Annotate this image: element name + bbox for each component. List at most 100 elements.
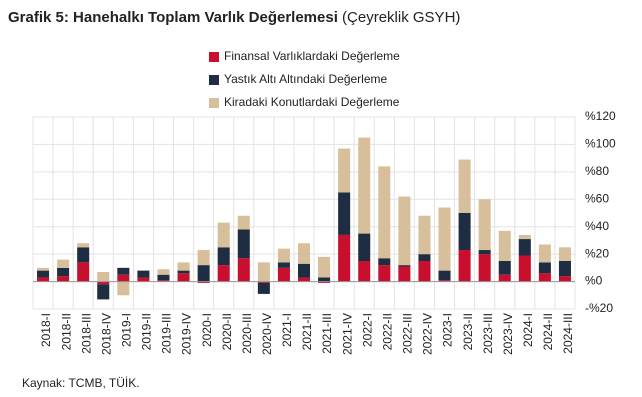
bar-segment [458, 159, 471, 213]
bar-segment [277, 262, 290, 268]
bar-segment [257, 262, 270, 282]
bar-segment [438, 270, 451, 281]
x-tick-label: 2019-IV [180, 313, 194, 355]
x-tick-label: 2019-III [160, 313, 174, 354]
bar-segment [338, 148, 351, 193]
x-tick-label: 2020-IV [260, 313, 274, 355]
x-tick-label: 2021-I [280, 313, 294, 347]
bar-segment [117, 281, 130, 296]
bar-segment [297, 263, 311, 278]
bar-segment [237, 229, 250, 259]
bar-segment [57, 276, 70, 282]
y-tick-label: -%20 [585, 301, 613, 315]
bar-segment [478, 254, 491, 282]
x-tick-label: 2019-II [140, 313, 154, 350]
bar-segment [37, 267, 50, 271]
bar-segment [57, 259, 70, 268]
bar-segment [137, 277, 150, 282]
bar-segment [57, 267, 70, 277]
x-tick-label: 2024-II [541, 313, 555, 350]
bar-segment [498, 274, 511, 282]
bar-segment [518, 239, 531, 256]
bar-segment [398, 265, 411, 267]
chart-title: Grafik 5: Hanehalkı Toplam Varlık Değerl… [8, 9, 460, 26]
bar-segment [117, 274, 130, 282]
bar-segment [237, 258, 250, 282]
bar-segment [438, 280, 451, 282]
bar-segment [157, 269, 170, 275]
legend-swatch [209, 52, 219, 62]
bar-segment [117, 267, 130, 275]
y-tick-label: %40 [585, 219, 609, 233]
bar-segment [498, 230, 511, 261]
bar-segment [518, 255, 531, 282]
bar-segment [177, 262, 190, 271]
x-tick-label: 2018-II [59, 313, 73, 350]
bar-segment [97, 271, 110, 282]
bar-segment [77, 243, 90, 248]
bar-segment [197, 281, 210, 283]
legend-swatch [209, 75, 219, 85]
bar-segment [37, 270, 50, 278]
bar-segment [318, 281, 331, 283]
bar-segment [297, 243, 311, 264]
title: Grafik 5: Hanehalkı Toplam Varlık Değerl… [8, 9, 338, 26]
legend-swatch [209, 98, 219, 108]
bar-segment [217, 247, 230, 266]
bar-segment [458, 213, 471, 251]
x-tick-label: 2023-II [461, 313, 475, 350]
bar-segment [418, 261, 431, 282]
x-tick-label: 2018-III [79, 313, 93, 354]
x-tick-label: 2020-II [220, 313, 234, 350]
y-tick-label: %60 [585, 191, 609, 205]
bar-segment [398, 266, 411, 282]
bar-segment [318, 256, 331, 278]
bar-segment [558, 276, 571, 282]
source: Kaynak: TCMB, TÜİK. [22, 376, 140, 390]
bar-segment [97, 281, 110, 285]
bar-segment [137, 270, 150, 278]
x-tick-label: 2021-II [300, 313, 314, 350]
bar-segment [378, 265, 391, 282]
bar-segment [378, 258, 391, 266]
x-tick-label: 2018-I [39, 313, 53, 347]
bar-segment [358, 137, 371, 234]
x-tick-label: 2023-I [441, 313, 455, 347]
bar-segment [338, 234, 351, 282]
bar-segment [478, 199, 491, 251]
x-tick-label: 2021-IV [340, 313, 354, 355]
x-tick-label: 2023-III [481, 313, 495, 354]
x-tick-label: 2018-IV [99, 313, 113, 355]
y-tick-label: %80 [585, 164, 609, 178]
bar-segment [177, 273, 190, 282]
bar-segment [217, 222, 230, 248]
bar-segment [197, 265, 210, 282]
x-tick-label: 2020-III [240, 313, 254, 354]
bar-segment [498, 261, 511, 275]
bar-segment [77, 262, 90, 282]
bar-segment [157, 274, 170, 281]
bar-segment [378, 166, 391, 259]
bar-segment [318, 277, 331, 282]
x-tick-label: 2021-III [320, 313, 334, 354]
bar-segment [157, 280, 170, 282]
bar-segment [177, 270, 190, 274]
bar-segment [97, 284, 110, 300]
x-tick-label: 2019-I [120, 313, 134, 347]
y-tick-label: %20 [585, 246, 609, 260]
bar-segment [478, 250, 491, 255]
bar-segment [538, 262, 551, 274]
x-tick-label: 2024-III [561, 313, 575, 354]
x-tick-label: 2023-IV [501, 313, 515, 355]
y-tick-label: %0 [585, 274, 603, 288]
bar-segment [558, 261, 571, 277]
bar-segment [37, 277, 50, 282]
bar-segment [418, 215, 431, 255]
legend-label: Finansal Varlıklardaki Değerleme [224, 49, 400, 63]
bar-segment [358, 261, 371, 282]
y-tick-label: %100 [585, 137, 616, 151]
subtitle: (Çeyreklik GSYH) [342, 9, 460, 26]
bar-segment [277, 248, 290, 263]
bar-segment [538, 273, 551, 282]
